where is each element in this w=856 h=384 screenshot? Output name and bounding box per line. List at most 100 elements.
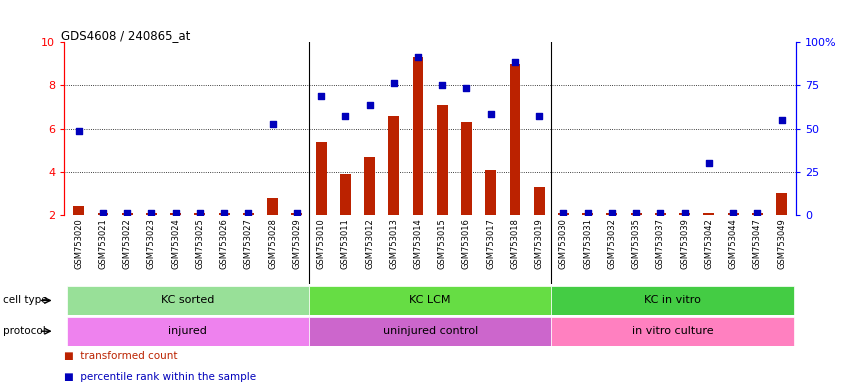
Point: [145, 210, 158, 216]
Point: [411, 54, 425, 60]
Text: GSM753031: GSM753031: [583, 218, 592, 269]
Bar: [631, 213, 642, 215]
Bar: [606, 213, 617, 215]
Bar: [316, 142, 326, 215]
Bar: [146, 213, 157, 215]
Point: [436, 83, 449, 89]
Bar: [67, 317, 309, 346]
Point: [484, 111, 497, 117]
Point: [265, 121, 279, 127]
Bar: [309, 317, 551, 346]
Text: GSM753028: GSM753028: [268, 218, 277, 269]
Text: GSM753016: GSM753016: [462, 218, 471, 269]
Point: [460, 84, 473, 91]
Bar: [485, 170, 496, 215]
Point: [338, 113, 352, 119]
Point: [629, 210, 643, 216]
Point: [169, 210, 182, 216]
Text: GSM753023: GSM753023: [147, 218, 156, 269]
Bar: [437, 105, 448, 215]
Bar: [776, 194, 787, 215]
Bar: [98, 213, 109, 215]
Bar: [558, 213, 569, 215]
Point: [678, 210, 692, 216]
Text: GSM753029: GSM753029: [293, 218, 301, 269]
Bar: [67, 286, 309, 315]
Point: [314, 93, 328, 99]
Bar: [267, 198, 278, 215]
Text: protocol: protocol: [3, 326, 46, 336]
Text: GSM753026: GSM753026: [220, 218, 229, 269]
Text: GSM753014: GSM753014: [413, 218, 423, 269]
Text: KC sorted: KC sorted: [161, 295, 215, 306]
Text: in vitro culture: in vitro culture: [632, 326, 713, 336]
Text: GSM753010: GSM753010: [317, 218, 325, 269]
Bar: [509, 64, 520, 215]
Point: [508, 59, 522, 65]
Text: ■  transformed count: ■ transformed count: [64, 351, 178, 361]
Point: [121, 210, 134, 216]
Text: GSM753025: GSM753025: [195, 218, 205, 269]
Text: GSM753021: GSM753021: [98, 218, 108, 269]
Bar: [309, 286, 551, 315]
Text: GSM753013: GSM753013: [389, 218, 398, 269]
Bar: [534, 187, 544, 215]
Bar: [291, 213, 302, 215]
Bar: [389, 116, 399, 215]
Bar: [194, 213, 205, 215]
Bar: [728, 213, 739, 215]
Bar: [655, 213, 666, 215]
Point: [290, 210, 304, 216]
Text: GSM753049: GSM753049: [777, 218, 786, 269]
Text: GSM753035: GSM753035: [632, 218, 640, 269]
Bar: [752, 213, 763, 215]
Bar: [364, 157, 375, 215]
Text: GSM753047: GSM753047: [752, 218, 762, 269]
Text: GSM753018: GSM753018: [510, 218, 520, 269]
Bar: [679, 213, 690, 215]
Text: cell type: cell type: [3, 295, 48, 306]
Point: [775, 117, 788, 123]
Text: injured: injured: [169, 326, 207, 336]
Bar: [218, 213, 229, 215]
Bar: [704, 213, 714, 215]
Bar: [551, 317, 794, 346]
Text: GSM753039: GSM753039: [681, 218, 689, 269]
Point: [96, 210, 110, 216]
Point: [193, 210, 207, 216]
Text: GSM753027: GSM753027: [244, 218, 253, 269]
Bar: [243, 213, 254, 215]
Text: KC in vitro: KC in vitro: [644, 295, 701, 306]
Point: [751, 210, 764, 216]
Bar: [582, 213, 593, 215]
Text: GSM753017: GSM753017: [486, 218, 496, 269]
Text: GSM753032: GSM753032: [608, 218, 616, 269]
Text: GSM753012: GSM753012: [365, 218, 374, 269]
Point: [72, 128, 86, 134]
Text: GSM753030: GSM753030: [559, 218, 568, 269]
Text: uninjured control: uninjured control: [383, 326, 478, 336]
Point: [702, 160, 716, 166]
Text: GSM753037: GSM753037: [656, 218, 665, 270]
Point: [241, 210, 255, 216]
Point: [532, 113, 546, 119]
Text: ■  percentile rank within the sample: ■ percentile rank within the sample: [64, 372, 256, 382]
Text: GSM753044: GSM753044: [728, 218, 738, 269]
Point: [387, 80, 401, 86]
Bar: [170, 213, 181, 215]
Text: GSM753042: GSM753042: [704, 218, 713, 269]
Text: GSM753011: GSM753011: [341, 218, 350, 269]
Text: GSM753015: GSM753015: [437, 218, 447, 269]
Text: GSM753019: GSM753019: [535, 218, 544, 269]
Bar: [74, 207, 84, 215]
Point: [556, 210, 570, 216]
Text: GSM753020: GSM753020: [74, 218, 83, 269]
Bar: [551, 286, 794, 315]
Point: [363, 102, 377, 108]
Text: GDS4608 / 240865_at: GDS4608 / 240865_at: [61, 29, 190, 42]
Point: [726, 210, 740, 216]
Text: KC LCM: KC LCM: [409, 295, 451, 306]
Bar: [461, 122, 472, 215]
Text: GSM753022: GSM753022: [122, 218, 132, 269]
Bar: [413, 57, 424, 215]
